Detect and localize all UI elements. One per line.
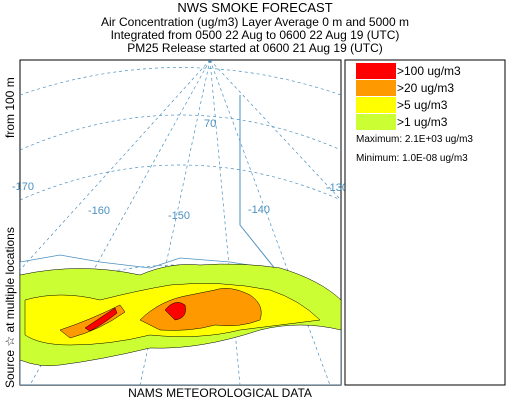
legend-maximum: Maximum: 2.1E+03 ug/m3 (356, 134, 473, 145)
map: -170 -160 -150 -140 -130 70 (12, 59, 348, 386)
graticule-label: -170 (12, 181, 34, 193)
legend-label: >20 ug/m3 (397, 81, 454, 95)
graticule-label: -130 (326, 182, 348, 194)
legend-swatch (356, 80, 396, 96)
graticule-label: 70 (204, 118, 216, 130)
subtitle: Integrated from 0500 22 Aug to 0600 22 A… (111, 28, 400, 42)
legend-swatch (356, 97, 396, 113)
subtitle: PM25 Release started at 0600 21 Aug 19 (… (127, 41, 382, 55)
graticule-label: -150 (168, 210, 190, 222)
side-label: from 100 m (3, 77, 17, 138)
graticule-label: -160 (88, 205, 110, 217)
legend-label: >100 ug/m3 (397, 64, 461, 78)
legend-swatch (356, 63, 396, 79)
side-label: Source ☆ at multiple locations (3, 227, 17, 388)
legend-label: >5 ug/m3 (397, 98, 448, 112)
legend: Maximum: 2.1E+03 ug/m3 Minimum: 1.0E-08 … (344, 59, 506, 386)
subtitle: Air Concentration (ug/m3) Layer Average … (101, 15, 409, 29)
legend-label: >1 ug/m3 (397, 115, 448, 129)
legend-minimum: Minimum: 1.0E-08 ug/m3 (356, 153, 468, 164)
title: NWS SMOKE FORECAST (177, 0, 332, 15)
legend-swatch (356, 114, 396, 130)
graticule-label: -140 (248, 204, 270, 216)
footer: NAMS METEOROLOGICAL DATA (128, 386, 312, 400)
